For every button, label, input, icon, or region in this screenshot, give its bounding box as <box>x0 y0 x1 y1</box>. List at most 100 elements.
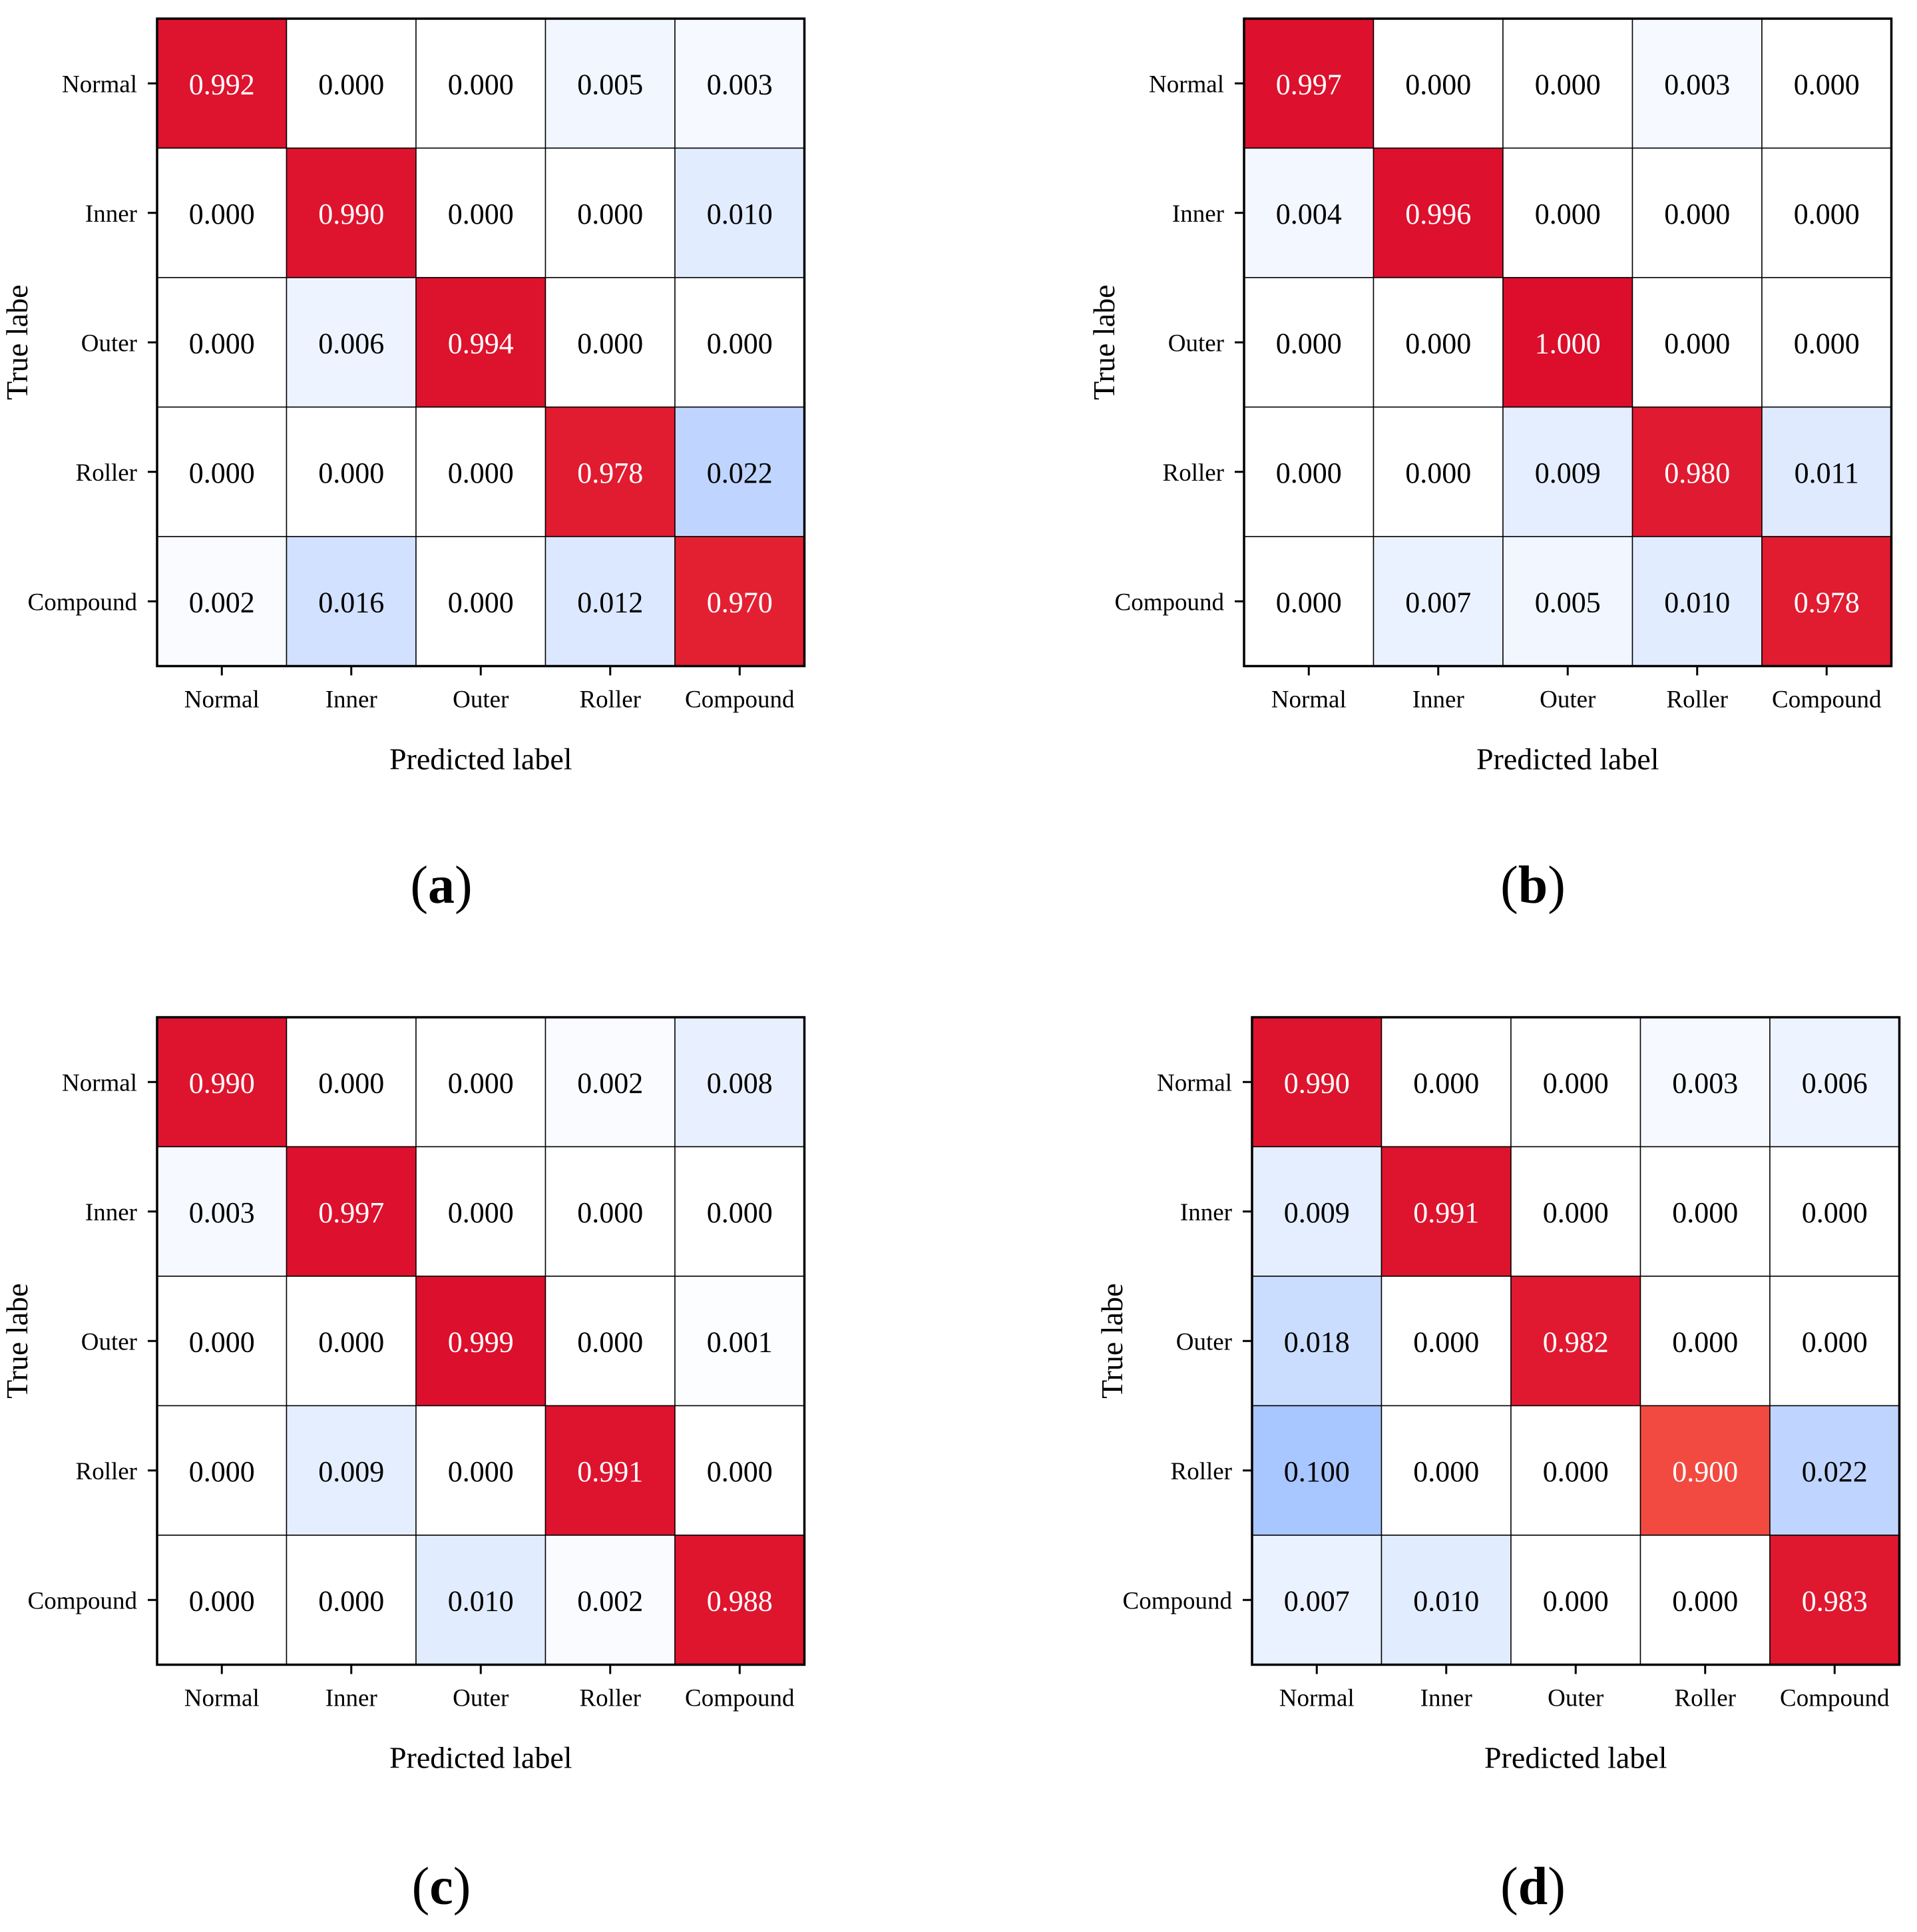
cell-c-r1-c0 <box>156 1146 288 1277</box>
cell-a-r4-c2 <box>415 536 546 667</box>
cell-value-a-r1-c4: 0.010 <box>707 198 773 230</box>
cell-c-r1-c4 <box>674 1146 805 1277</box>
cell-value-a-r1-c1: 0.990 <box>318 198 384 230</box>
cell-value-c-r4-c4: 0.988 <box>707 1584 773 1617</box>
cell-value-c-r1-c3: 0.000 <box>577 1196 643 1229</box>
cell-d-r3-c4 <box>1769 1405 1900 1536</box>
cell-a-r2-c4 <box>674 277 805 408</box>
cell-d-r4-c3 <box>1639 1535 1771 1666</box>
cell-c-r4-c1 <box>286 1535 417 1666</box>
cell-value-c-r1-c1: 0.997 <box>318 1196 384 1229</box>
cell-b-r2-c4 <box>1761 277 1892 408</box>
cell-d-r1-c0 <box>1251 1146 1383 1277</box>
panel-d: 0.990 0.000 0.000 0.003 0.006 0.009 0.991 0.000… <box>1095 1016 1901 1775</box>
cell-value-a-r2-c2: 0.994 <box>448 327 514 360</box>
xtick-label-a-4: Compound <box>685 686 795 714</box>
cell-value-c-r1-c2: 0.000 <box>448 1196 514 1229</box>
cell-b-r1-c4 <box>1761 147 1892 278</box>
panel-c: 0.990 0.000 0.000 0.002 0.008 0.003 0.997 0.000… <box>0 1016 806 1775</box>
cell-value-a-r1-c3: 0.000 <box>577 198 643 230</box>
cell-value-d-r1-c0: 0.009 <box>1284 1196 1350 1229</box>
cell-value-c-r0-c1: 0.000 <box>318 1067 384 1099</box>
cell-value-d-r4-c4: 0.983 <box>1802 1584 1868 1617</box>
cell-value-c-r3-c3: 0.991 <box>577 1455 643 1488</box>
cell-c-r3-c3 <box>544 1405 676 1536</box>
cell-c-r0-c4 <box>674 1017 805 1148</box>
cell-value-a-r0-c3: 0.005 <box>577 68 643 101</box>
cell-value-b-r4-c4: 0.978 <box>1794 586 1860 618</box>
cell-value-d-r3-c2: 0.000 <box>1543 1455 1609 1488</box>
cell-value-d-r2-c0: 0.018 <box>1284 1326 1350 1358</box>
cell-c-r3-c2 <box>415 1405 546 1536</box>
cell-c-r1-c2 <box>415 1146 546 1277</box>
cell-c-r4-c2 <box>415 1535 546 1666</box>
cell-value-a-r4-c1: 0.016 <box>318 586 384 618</box>
cell-c-r1-c1 <box>286 1146 417 1277</box>
xlabel-c: Predicted label <box>389 1741 572 1775</box>
ytick-label-a-0: Normal <box>62 71 137 98</box>
cell-value-a-r3-c0: 0.000 <box>189 457 255 489</box>
cell-a-r1-c2 <box>415 147 546 278</box>
cell-value-c-r0-c2: 0.000 <box>448 1067 514 1099</box>
cell-value-d-r0-c4: 0.006 <box>1802 1067 1868 1099</box>
cell-value-c-r2-c1: 0.000 <box>318 1326 384 1358</box>
cell-value-a-r3-c2: 0.000 <box>448 457 514 489</box>
xtick-label-b-0: Normal <box>1271 686 1347 714</box>
cell-b-r3-c1 <box>1373 406 1504 537</box>
cell-value-c-r2-c3: 0.000 <box>577 1326 643 1358</box>
cell-d-r4-c1 <box>1381 1535 1512 1666</box>
cell-value-a-r3-c4: 0.022 <box>707 457 773 489</box>
cell-value-c-r3-c1: 0.009 <box>318 1455 384 1488</box>
caption-c: (c) <box>411 1857 471 1916</box>
cell-value-b-r4-c1: 0.007 <box>1405 586 1471 618</box>
caption-d: (d) <box>1500 1857 1566 1916</box>
cell-d-r2-c4 <box>1769 1276 1900 1407</box>
cell-value-b-r0-c1: 0.000 <box>1405 68 1471 101</box>
cell-value-a-r2-c4: 0.000 <box>707 327 773 360</box>
cell-value-c-r3-c0: 0.000 <box>189 1455 255 1488</box>
cell-d-r4-c2 <box>1510 1535 1641 1666</box>
cell-c-r4-c0 <box>156 1535 288 1666</box>
cell-value-d-r4-c0: 0.007 <box>1284 1584 1350 1617</box>
cell-c-r0-c2 <box>415 1017 546 1148</box>
cell-c-r2-c3 <box>544 1276 676 1407</box>
cell-b-r3-c4 <box>1761 406 1892 537</box>
cell-c-r3-c0 <box>156 1405 288 1536</box>
cell-d-r3-c0 <box>1251 1405 1383 1536</box>
cell-value-d-r1-c2: 0.000 <box>1543 1196 1609 1229</box>
ytick-label-b-0: Normal <box>1149 71 1224 98</box>
ytick-label-c-4: Compound <box>28 1587 138 1614</box>
cell-value-a-r1-c0: 0.000 <box>189 198 255 230</box>
ylabel-c: True labe <box>0 1284 34 1399</box>
cell-value-b-r4-c3: 0.010 <box>1664 586 1730 618</box>
cell-d-r0-c0 <box>1251 1017 1383 1148</box>
cell-value-b-r1-c2: 0.000 <box>1535 198 1601 230</box>
ytick-label-a-3: Roller <box>76 459 137 487</box>
cell-value-d-r4-c2: 0.000 <box>1543 1584 1609 1617</box>
cell-d-r2-c3 <box>1639 1276 1771 1407</box>
cell-a-r0-c0 <box>156 18 288 149</box>
cell-a-r0-c4 <box>674 18 805 149</box>
cell-b-r2-c3 <box>1631 277 1763 408</box>
cell-value-c-r2-c2: 0.999 <box>448 1326 514 1358</box>
cell-value-b-r0-c3: 0.003 <box>1664 68 1730 101</box>
cell-value-b-r1-c4: 0.000 <box>1794 198 1860 230</box>
cell-a-r2-c3 <box>544 277 676 408</box>
ytick-label-a-1: Inner <box>85 200 137 228</box>
cell-value-a-r1-c2: 0.000 <box>448 198 514 230</box>
cell-c-r3-c4 <box>674 1405 805 1536</box>
panel-a: 0.992 0.000 0.000 0.005 0.003 0.000 0.990 0.000… <box>0 17 806 776</box>
caption-a: (a) <box>410 856 473 915</box>
cell-a-r3-c1 <box>286 406 417 537</box>
ytick-label-b-1: Inner <box>1172 200 1224 228</box>
ytick-label-d-0: Normal <box>1157 1069 1232 1096</box>
cell-d-r1-c1 <box>1381 1146 1512 1277</box>
ytick-label-b-3: Roller <box>1163 459 1224 487</box>
xtick-label-c-3: Roller <box>580 1685 641 1712</box>
cell-a-r2-c1 <box>286 277 417 408</box>
xlabel-d: Predicted label <box>1484 1741 1667 1775</box>
cell-b-r4-c0 <box>1243 536 1375 667</box>
ytick-label-a-2: Outer <box>81 330 137 357</box>
cell-value-b-r4-c2: 0.005 <box>1535 586 1601 618</box>
cell-value-b-r2-c1: 0.000 <box>1405 327 1471 360</box>
